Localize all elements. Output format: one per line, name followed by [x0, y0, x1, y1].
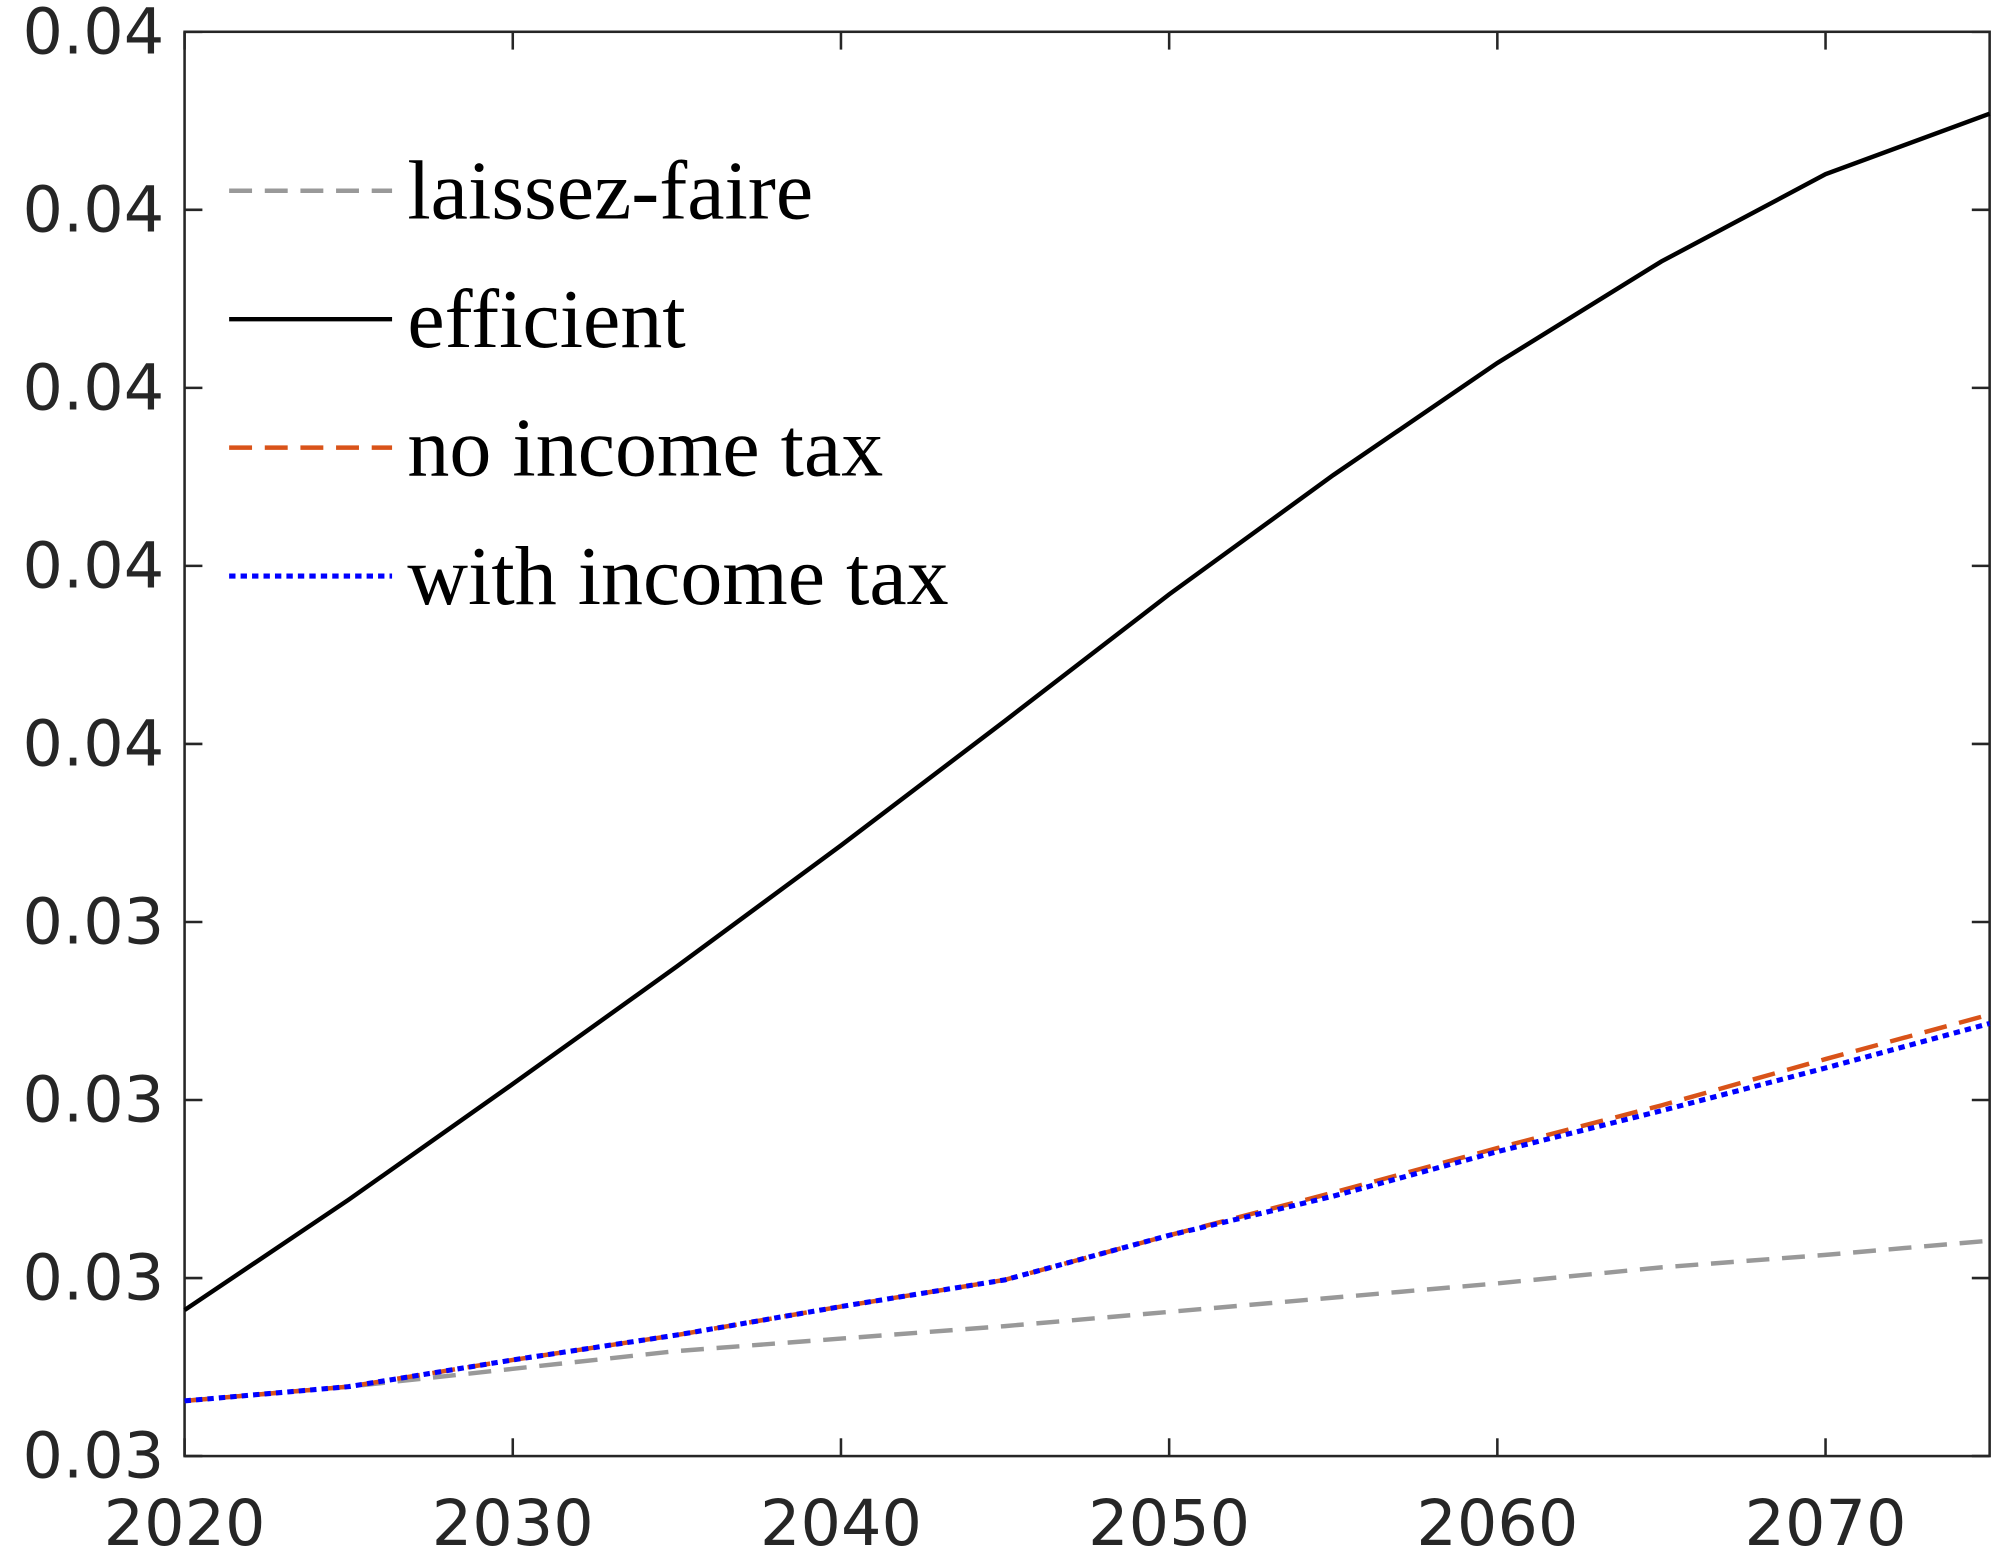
x-tick-label: 2020 [104, 1487, 266, 1554]
y-tick-label: 0.04 [23, 0, 165, 69]
y-tick-label: 0.03 [23, 1420, 165, 1494]
legend-label: efficient [407, 273, 685, 366]
legend-label: no income tax [407, 402, 883, 495]
series-line [184, 1012, 1991, 1404]
y-tick-label: 0.03 [23, 1242, 165, 1316]
legend-label: with income tax [407, 530, 948, 623]
y-tick-label: 0.03 [23, 1064, 165, 1138]
x-tick-label: 2030 [432, 1487, 594, 1554]
series-line [183, 111, 1991, 1312]
series-line [184, 1238, 1990, 1404]
x-tick-label: 2040 [760, 1487, 922, 1554]
x-tick-label: 2060 [1416, 1487, 1578, 1554]
y-tick-label: 0.04 [23, 352, 165, 426]
legend-label: laissez-faire [407, 145, 813, 238]
y-tick-label: 0.04 [23, 708, 165, 782]
y-tick-label: 0.04 [23, 530, 165, 604]
series-line [184, 1020, 1991, 1404]
y-tick-label: 0.03 [23, 886, 165, 960]
x-tick-label: 2070 [1745, 1487, 1907, 1554]
plot-frame [183, 30, 1991, 1458]
x-tick-label: 2050 [1088, 1487, 1250, 1554]
y-tick-label: 0.04 [23, 173, 165, 247]
